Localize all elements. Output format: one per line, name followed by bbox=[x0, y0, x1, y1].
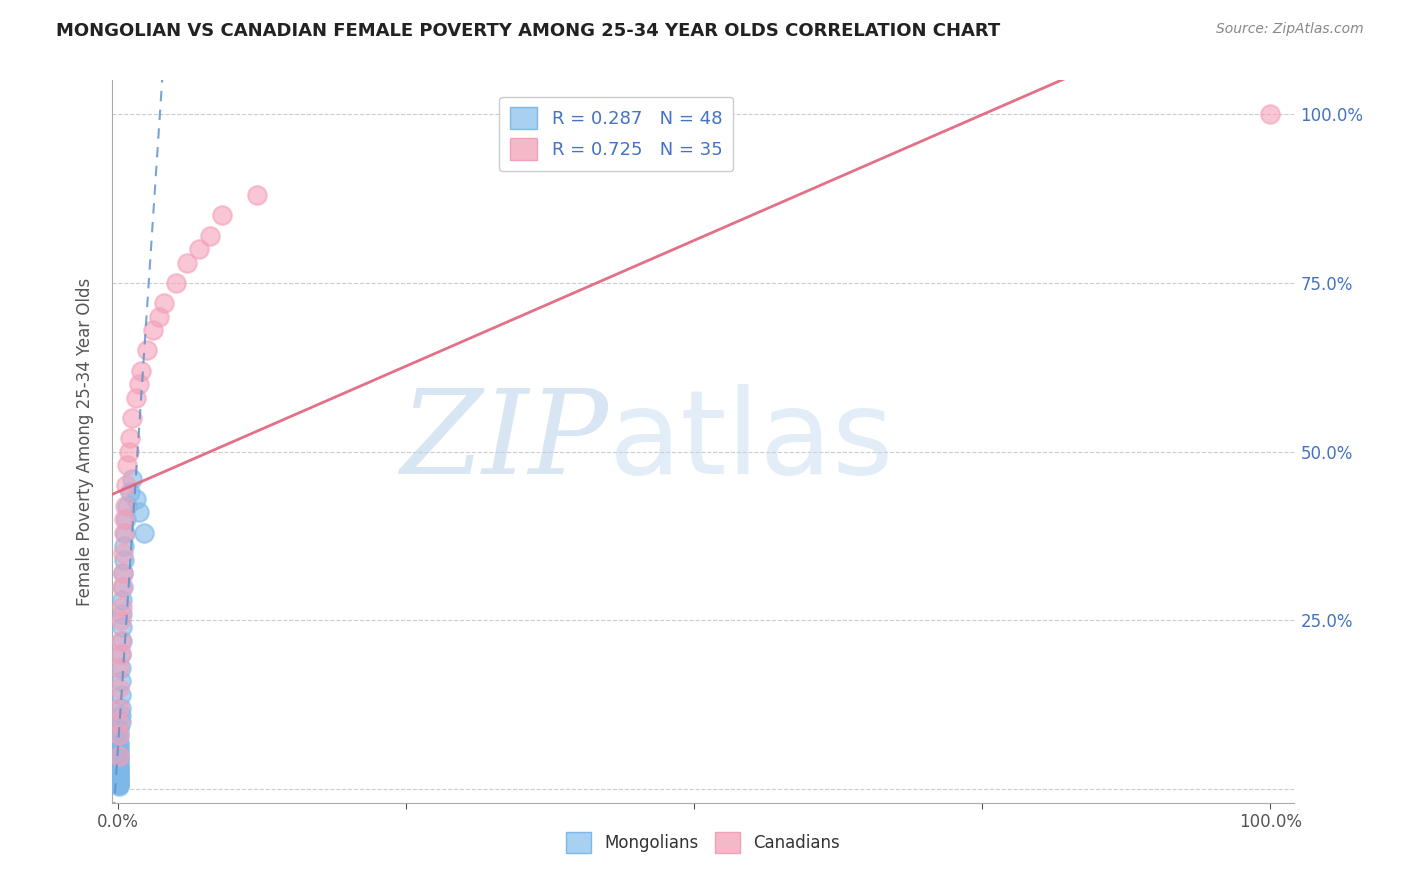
Point bbox=[108, 777, 131, 791]
Point bbox=[115, 478, 138, 492]
Point bbox=[110, 708, 132, 723]
Legend: Mongolians, Canadians: Mongolians, Canadians bbox=[560, 826, 846, 860]
Point bbox=[112, 525, 135, 540]
Point bbox=[110, 633, 132, 648]
Point bbox=[110, 674, 132, 689]
Point bbox=[111, 593, 134, 607]
Point bbox=[108, 779, 131, 793]
Point bbox=[245, 188, 267, 202]
Point bbox=[110, 714, 132, 729]
Point bbox=[142, 323, 165, 337]
Point bbox=[117, 444, 139, 458]
Point bbox=[108, 750, 131, 764]
Point bbox=[117, 458, 139, 472]
Point bbox=[117, 499, 139, 513]
Point bbox=[108, 735, 131, 749]
Point bbox=[128, 377, 150, 392]
Point bbox=[108, 741, 131, 756]
Point bbox=[111, 566, 134, 581]
Point bbox=[1260, 107, 1282, 121]
Point bbox=[108, 681, 131, 695]
Point bbox=[132, 525, 155, 540]
Point bbox=[112, 512, 135, 526]
Point bbox=[111, 580, 134, 594]
Point bbox=[108, 774, 131, 789]
Point bbox=[108, 748, 131, 763]
Point bbox=[108, 762, 131, 776]
Point bbox=[108, 767, 131, 781]
Point bbox=[114, 525, 136, 540]
Point bbox=[110, 701, 132, 715]
Point bbox=[187, 242, 209, 256]
Point bbox=[110, 647, 132, 661]
Point bbox=[108, 775, 131, 789]
Point bbox=[121, 472, 143, 486]
Text: Source: ZipAtlas.com: Source: ZipAtlas.com bbox=[1216, 22, 1364, 37]
Point bbox=[148, 310, 170, 324]
Point bbox=[211, 208, 233, 222]
Point bbox=[128, 505, 150, 519]
Point bbox=[108, 764, 131, 778]
Point bbox=[110, 647, 132, 661]
Point bbox=[111, 599, 134, 614]
Point bbox=[108, 765, 131, 780]
Point bbox=[176, 255, 198, 269]
Point bbox=[124, 491, 146, 506]
Point bbox=[108, 778, 131, 792]
Text: MONGOLIAN VS CANADIAN FEMALE POVERTY AMONG 25-34 YEAR OLDS CORRELATION CHART: MONGOLIAN VS CANADIAN FEMALE POVERTY AMO… bbox=[56, 22, 1001, 40]
Point bbox=[108, 714, 131, 729]
Text: ZIP: ZIP bbox=[401, 384, 609, 499]
Point bbox=[112, 539, 135, 553]
Point bbox=[118, 431, 141, 445]
Point bbox=[111, 620, 134, 634]
Point bbox=[165, 276, 187, 290]
Point bbox=[108, 701, 131, 715]
Point bbox=[118, 485, 141, 500]
Point bbox=[124, 391, 146, 405]
Point bbox=[108, 661, 131, 675]
Point bbox=[110, 661, 132, 675]
Point bbox=[136, 343, 159, 358]
Point bbox=[111, 566, 134, 581]
Point bbox=[108, 722, 131, 736]
Point bbox=[108, 752, 131, 766]
Point bbox=[200, 228, 222, 243]
Point bbox=[111, 580, 134, 594]
Point bbox=[153, 296, 176, 310]
Point bbox=[111, 546, 134, 560]
Y-axis label: Female Poverty Among 25-34 Year Olds: Female Poverty Among 25-34 Year Olds bbox=[76, 277, 94, 606]
Point bbox=[108, 728, 131, 742]
Point bbox=[108, 770, 131, 784]
Point bbox=[111, 607, 134, 621]
Point bbox=[108, 739, 131, 753]
Point bbox=[108, 769, 131, 783]
Point bbox=[108, 772, 131, 787]
Point bbox=[108, 771, 131, 785]
Point bbox=[110, 614, 132, 628]
Point bbox=[115, 512, 138, 526]
Point bbox=[108, 728, 131, 742]
Point bbox=[110, 688, 132, 702]
Point bbox=[108, 756, 131, 770]
Text: atlas: atlas bbox=[609, 384, 894, 499]
Point bbox=[108, 745, 131, 759]
Point bbox=[121, 411, 143, 425]
Point bbox=[111, 633, 134, 648]
Point bbox=[114, 499, 136, 513]
Point bbox=[112, 552, 135, 566]
Point bbox=[108, 748, 131, 763]
Point bbox=[129, 364, 152, 378]
Point bbox=[108, 760, 131, 774]
Point bbox=[108, 758, 131, 772]
